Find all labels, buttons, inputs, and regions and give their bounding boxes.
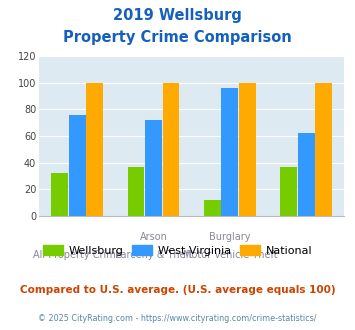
Text: Larceny & Theft: Larceny & Theft bbox=[115, 250, 192, 260]
Bar bbox=[298, 133, 315, 216]
Bar bbox=[239, 83, 256, 216]
Text: © 2025 CityRating.com - https://www.cityrating.com/crime-statistics/: © 2025 CityRating.com - https://www.city… bbox=[38, 314, 317, 323]
Bar bbox=[280, 167, 297, 216]
Bar bbox=[69, 115, 86, 216]
Text: Burglary: Burglary bbox=[209, 232, 251, 242]
Text: 2019 Wellsburg: 2019 Wellsburg bbox=[113, 8, 242, 23]
Bar bbox=[127, 167, 144, 216]
Bar bbox=[163, 83, 180, 216]
Text: Arson: Arson bbox=[140, 232, 168, 242]
Bar bbox=[315, 83, 332, 216]
Bar bbox=[51, 174, 68, 216]
Text: Motor Vehicle Theft: Motor Vehicle Theft bbox=[182, 250, 277, 260]
Text: All Property Crime: All Property Crime bbox=[33, 250, 121, 260]
Bar bbox=[222, 88, 238, 216]
Legend: Wellsburg, West Virginia, National: Wellsburg, West Virginia, National bbox=[39, 240, 316, 260]
Bar bbox=[86, 83, 103, 216]
Text: Compared to U.S. average. (U.S. average equals 100): Compared to U.S. average. (U.S. average … bbox=[20, 285, 335, 295]
Bar bbox=[145, 120, 162, 216]
Text: Property Crime Comparison: Property Crime Comparison bbox=[63, 30, 292, 45]
Bar bbox=[204, 200, 221, 216]
